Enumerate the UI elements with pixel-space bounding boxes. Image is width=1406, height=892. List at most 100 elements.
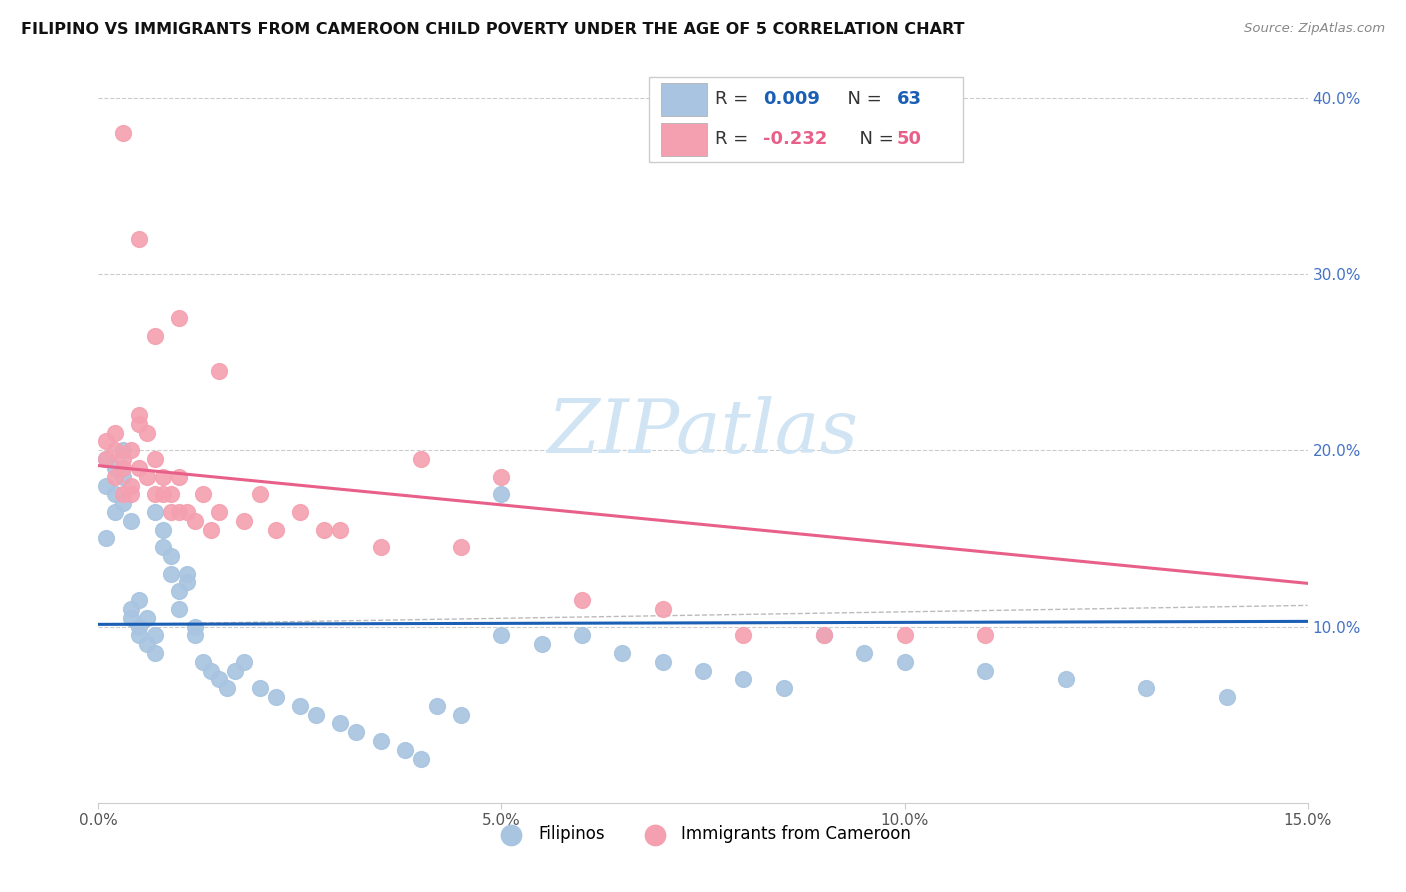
Legend: Filipinos, Immigrants from Cameroon: Filipinos, Immigrants from Cameroon <box>488 819 918 850</box>
Point <box>426 698 449 713</box>
Point <box>111 469 134 483</box>
Point <box>120 514 142 528</box>
Point <box>249 681 271 696</box>
Point <box>208 505 231 519</box>
Point <box>853 646 876 660</box>
Point <box>103 505 125 519</box>
Point <box>184 628 207 642</box>
Point <box>143 452 166 467</box>
Point <box>160 566 183 581</box>
Point <box>135 469 157 483</box>
Point <box>120 610 142 624</box>
Point <box>733 628 755 642</box>
Point <box>571 593 593 607</box>
Point <box>143 328 166 343</box>
Point <box>96 452 118 467</box>
Text: N =: N = <box>848 130 900 148</box>
Point <box>176 575 198 590</box>
Point <box>1054 673 1077 687</box>
Point <box>128 619 150 633</box>
Point <box>111 443 134 458</box>
Point <box>120 478 142 492</box>
Point <box>232 514 254 528</box>
Point <box>103 443 125 458</box>
Point <box>120 602 142 616</box>
Point <box>571 628 593 642</box>
Point <box>450 707 472 722</box>
Point <box>974 628 997 642</box>
Point <box>128 417 150 431</box>
Point <box>111 461 134 475</box>
Text: N =: N = <box>837 90 887 109</box>
Point <box>152 523 174 537</box>
Point <box>288 698 311 713</box>
Point <box>1135 681 1157 696</box>
Point <box>111 496 134 510</box>
Point <box>143 646 166 660</box>
Point <box>232 655 254 669</box>
Point <box>1216 690 1239 704</box>
Point <box>152 469 174 483</box>
Point <box>450 540 472 554</box>
Point <box>96 434 118 449</box>
Point <box>143 628 166 642</box>
Point <box>264 523 287 537</box>
Point <box>120 487 142 501</box>
FancyBboxPatch shape <box>661 123 707 155</box>
Point <box>160 549 183 563</box>
Text: R =: R = <box>716 90 754 109</box>
Point <box>651 655 673 669</box>
Point <box>128 461 150 475</box>
Point <box>409 752 432 766</box>
Point <box>103 461 125 475</box>
Point <box>249 487 271 501</box>
Point <box>200 523 222 537</box>
Point <box>128 593 150 607</box>
Point <box>128 628 150 642</box>
Text: R =: R = <box>716 130 754 148</box>
Point <box>217 681 239 696</box>
Point <box>813 628 835 642</box>
Text: FILIPINO VS IMMIGRANTS FROM CAMEROON CHILD POVERTY UNDER THE AGE OF 5 CORRELATIO: FILIPINO VS IMMIGRANTS FROM CAMEROON CHI… <box>21 22 965 37</box>
Point <box>491 469 513 483</box>
Point <box>103 469 125 483</box>
Point <box>111 487 134 501</box>
Text: -0.232: -0.232 <box>763 130 828 148</box>
Point <box>143 505 166 519</box>
Point <box>103 425 125 440</box>
Point <box>208 364 231 378</box>
Point <box>111 452 134 467</box>
Point <box>135 425 157 440</box>
Point <box>974 664 997 678</box>
Point <box>612 646 634 660</box>
Point <box>184 619 207 633</box>
Point <box>733 673 755 687</box>
Point <box>370 540 392 554</box>
Point <box>813 628 835 642</box>
Point <box>200 664 222 678</box>
Point <box>167 584 190 599</box>
FancyBboxPatch shape <box>661 83 707 116</box>
Point <box>651 602 673 616</box>
Point <box>305 707 328 722</box>
Point <box>160 487 183 501</box>
Point <box>409 452 432 467</box>
Point <box>143 487 166 501</box>
Point <box>128 232 150 246</box>
Point <box>103 487 125 501</box>
Point <box>96 478 118 492</box>
Point <box>314 523 336 537</box>
Point <box>329 716 352 731</box>
Point <box>152 487 174 501</box>
Point <box>167 505 190 519</box>
Point <box>893 655 915 669</box>
Point <box>152 540 174 554</box>
Point <box>394 743 416 757</box>
Point <box>128 408 150 422</box>
Text: 50: 50 <box>897 130 921 148</box>
Point <box>184 514 207 528</box>
Point <box>176 505 198 519</box>
Point <box>772 681 794 696</box>
Point <box>111 126 134 140</box>
Point <box>208 673 231 687</box>
